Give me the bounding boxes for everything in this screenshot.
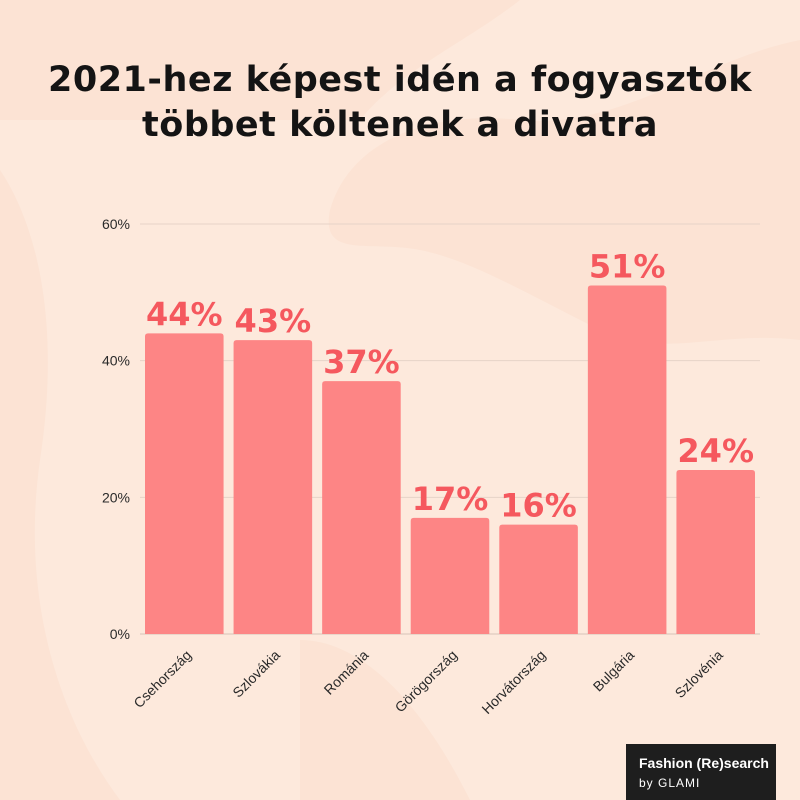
x-category-label: Bulgária — [590, 647, 638, 695]
bar — [233, 340, 313, 634]
brand-badge: Fashion (Re)search by GLAMI — [626, 744, 776, 800]
y-tick-label: 0% — [110, 626, 130, 642]
bar-value-label: 44% — [146, 295, 223, 333]
y-tick-label: 40% — [102, 353, 130, 369]
bar — [676, 470, 755, 634]
bar — [145, 333, 224, 634]
y-tick-label: 20% — [102, 489, 130, 505]
bar — [499, 524, 578, 634]
bar — [322, 381, 401, 634]
chart-title-line-2: többet költenek a divatra — [142, 105, 658, 145]
x-category-label: Görögország — [392, 647, 461, 716]
bar-value-label: 16% — [500, 487, 577, 525]
bar-value-label: 24% — [677, 432, 754, 470]
x-category-label: Horvátország — [479, 647, 549, 717]
x-category-label: Szlovénia — [672, 647, 726, 701]
brand-byline: by GLAMI — [639, 776, 701, 790]
bar-value-label: 17% — [412, 480, 489, 518]
bar-value-label: 37% — [323, 343, 400, 381]
bar-value-label: 43% — [235, 302, 312, 340]
chart-title: 2021-hez képest idén a fogyasztók többet… — [0, 58, 800, 148]
bar — [410, 517, 490, 634]
x-category-label: Románia — [321, 647, 372, 698]
x-category-label: Csehország — [130, 647, 194, 711]
chart-title-line-1: 2021-hez képest idén a fogyasztók — [48, 60, 752, 100]
brand-name: Fashion (Re)search — [639, 755, 769, 771]
bar-value-label: 51% — [589, 248, 666, 286]
bar — [587, 285, 667, 634]
y-tick-label: 60% — [102, 216, 130, 232]
x-category-label: Szlovákia — [229, 647, 283, 701]
